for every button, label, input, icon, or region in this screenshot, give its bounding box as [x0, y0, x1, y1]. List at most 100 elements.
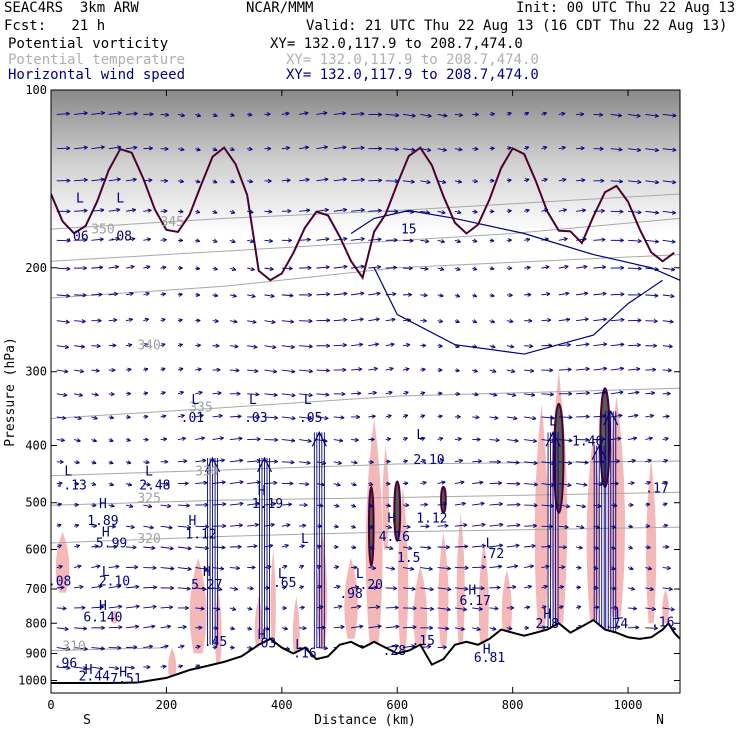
wind-vector-head: [561, 111, 566, 117]
wind-vector-head: [464, 586, 469, 591]
wind-vector-head: [601, 265, 607, 270]
wind-vector-head: [372, 565, 377, 571]
wind-vector-head: [580, 525, 585, 530]
wind-vector: [472, 523, 486, 527]
wind-vector-head: [130, 524, 135, 530]
wind-vector-head: [620, 317, 625, 322]
wind-vector-head: [323, 145, 328, 150]
wind-vector: [506, 345, 515, 348]
wind-vector-head: [126, 414, 131, 420]
wind-vector-head: [527, 584, 532, 590]
wind-vector-head: [602, 366, 608, 371]
wind-vector: [264, 416, 278, 419]
wind-vector: [56, 345, 69, 348]
wind-vector-head: [182, 625, 187, 630]
wind-vector-head: [386, 481, 391, 486]
wind-vector-head: [429, 606, 435, 611]
wind-vector-head: [498, 501, 503, 507]
wind-vector-head: [438, 391, 443, 396]
wind-vector-head: [343, 291, 348, 296]
wind-vector-head: [299, 564, 305, 569]
wind-vector-head: [238, 436, 243, 441]
wind-vector: [645, 267, 659, 270]
wind-vector: [558, 504, 571, 508]
wind-vector: [541, 393, 554, 396]
wind-vector-head: [406, 524, 411, 529]
wind-vector-head: [528, 318, 533, 323]
wind-vector: [281, 461, 295, 463]
y-tick-label: 100: [25, 83, 47, 97]
wind-vector: [506, 369, 516, 373]
north-label: N: [656, 713, 664, 728]
wind-vector: [229, 345, 239, 348]
wind-vector: [454, 438, 462, 441]
wind-vector-head: [394, 178, 399, 184]
y-tick-label: 700: [25, 582, 47, 596]
wind-vector-head: [360, 145, 365, 151]
wind-vector: [351, 209, 365, 212]
positive-pv-shading: [456, 512, 465, 645]
wind-vector: [195, 587, 207, 590]
wind-vector: [662, 607, 675, 611]
wind-vector-head: [148, 146, 153, 151]
pv-tower-contour: [393, 480, 402, 542]
wind-vector-head: [272, 344, 277, 350]
wind-vector-head: [377, 237, 382, 242]
pv-extremum-label: 1.19: [252, 497, 283, 512]
wind-vector-head: [630, 586, 636, 591]
wind-vector: [350, 605, 362, 609]
wind-vector-head: [654, 239, 659, 244]
wind-vector-head: [358, 342, 364, 347]
wind-vector-head: [99, 666, 104, 671]
isentrope-label: 345: [160, 215, 183, 230]
wind-vector-head: [65, 111, 70, 116]
wind-vector-head: [300, 605, 305, 610]
wind-vector-head: [184, 605, 189, 611]
wind-vector-head: [460, 626, 465, 631]
wind-vector: [593, 113, 603, 116]
wind-vector-head: [490, 266, 495, 271]
wind-vector: [385, 113, 400, 116]
wind-vector: [333, 238, 348, 241]
wind-vector: [316, 647, 328, 649]
wind-vector-head: [256, 414, 261, 420]
wind-vector: [91, 209, 105, 212]
wind-vector: [333, 146, 347, 150]
wind-vector: [489, 565, 502, 568]
wind-vector-head: [180, 113, 185, 118]
wind-vector: [558, 483, 572, 486]
wind-vector: [229, 437, 243, 441]
wind-vector: [351, 586, 359, 589]
wind-vector: [333, 461, 342, 464]
wind-vector-head: [270, 522, 275, 528]
wind-vector: [437, 607, 451, 611]
wind-vector: [437, 525, 449, 527]
wind-vector: [333, 439, 344, 442]
wind-vector: [593, 343, 607, 347]
wind-vector-head: [234, 344, 239, 349]
wind-vector: [229, 294, 237, 297]
wind-vector: [576, 179, 586, 182]
wind-vector: [662, 415, 670, 418]
wind-vector-head: [576, 585, 581, 590]
wind-vector-head: [336, 482, 341, 487]
pv-extremum-label: 6.81: [474, 651, 505, 666]
wind-vector-head: [456, 391, 461, 397]
wind-vector: [420, 113, 432, 117]
wind-vector: [125, 238, 136, 241]
wind-vector: [333, 483, 341, 486]
wind-vector: [91, 393, 99, 396]
wind-vector: [108, 238, 120, 241]
wind-vector-head: [392, 291, 397, 297]
wind-vector-head: [637, 266, 642, 271]
wind-vector-head: [94, 544, 99, 549]
wind-vector: [489, 503, 503, 506]
wind-vector: [125, 265, 135, 269]
wind-vector: [281, 345, 295, 348]
wind-vector: [316, 112, 328, 115]
wind-vector: [143, 645, 153, 648]
wind-vector: [489, 607, 499, 610]
wind-vector-head: [268, 209, 273, 214]
wind-vector-head: [196, 292, 201, 298]
wind-vector-head: [251, 565, 256, 570]
